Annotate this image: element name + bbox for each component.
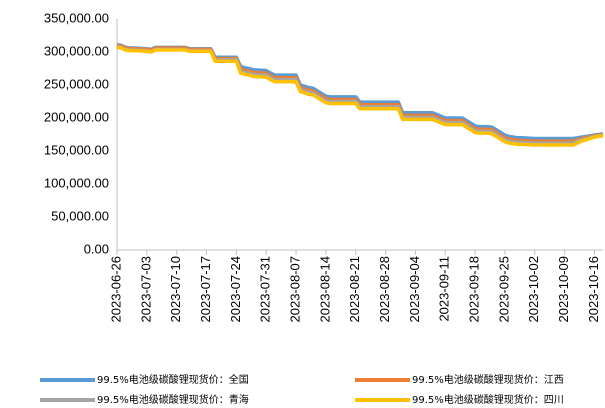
x-tick-label: 2023-09-18 — [467, 256, 482, 323]
legend-label: 99.5%电池级碳酸锂现货价：青海 — [97, 393, 249, 406]
y-tick-label: 0.00 — [84, 241, 109, 256]
x-tick-label: 2023-09-25 — [496, 256, 511, 323]
y-tick-label: 50,000.00 — [51, 208, 109, 223]
x-tick-label: 2023-07-24 — [228, 256, 243, 323]
x-tick-label: 2023-10-02 — [526, 256, 541, 323]
x-tick-label: 2023-07-31 — [258, 256, 273, 323]
x-tick-label: 2023-06-26 — [108, 256, 123, 323]
x-tick-label: 2023-07-17 — [198, 256, 213, 323]
y-tick-label: 300,000.00 — [44, 43, 109, 58]
y-tick-label: 250,000.00 — [44, 76, 109, 91]
x-tick-label: 2023-10-16 — [586, 256, 601, 323]
x-tick-label: 2023-07-10 — [168, 256, 183, 323]
legend-label: 99.5%电池级碳酸锂现货价：四川 — [412, 393, 564, 406]
y-tick-label: 100,000.00 — [44, 175, 109, 190]
legend-label: 99.5%电池级碳酸锂现货价：全国 — [97, 373, 249, 386]
series-line — [116, 44, 604, 145]
x-tick-label: 2023-08-21 — [347, 256, 362, 323]
series-line — [116, 43, 604, 141]
x-tick-label: 2023-10-09 — [556, 256, 571, 323]
x-tick-label: 2023-08-28 — [377, 256, 392, 323]
x-tick-label: 2023-08-14 — [317, 256, 332, 323]
y-tick-label: 200,000.00 — [44, 109, 109, 124]
x-tick-label: 2023-09-11 — [437, 256, 452, 322]
legend-label: 99.5%电池级碳酸锂现货价：江西 — [412, 373, 564, 386]
x-tick-label: 2023-07-03 — [138, 256, 153, 323]
y-tick-label: 350,000.00 — [44, 10, 109, 25]
series-line — [116, 45, 604, 147]
series-line — [116, 43, 604, 143]
y-tick-label: 150,000.00 — [44, 142, 109, 157]
x-tick-label: 2023-08-07 — [287, 256, 302, 323]
x-tick-label: 2023-09-04 — [407, 256, 422, 323]
